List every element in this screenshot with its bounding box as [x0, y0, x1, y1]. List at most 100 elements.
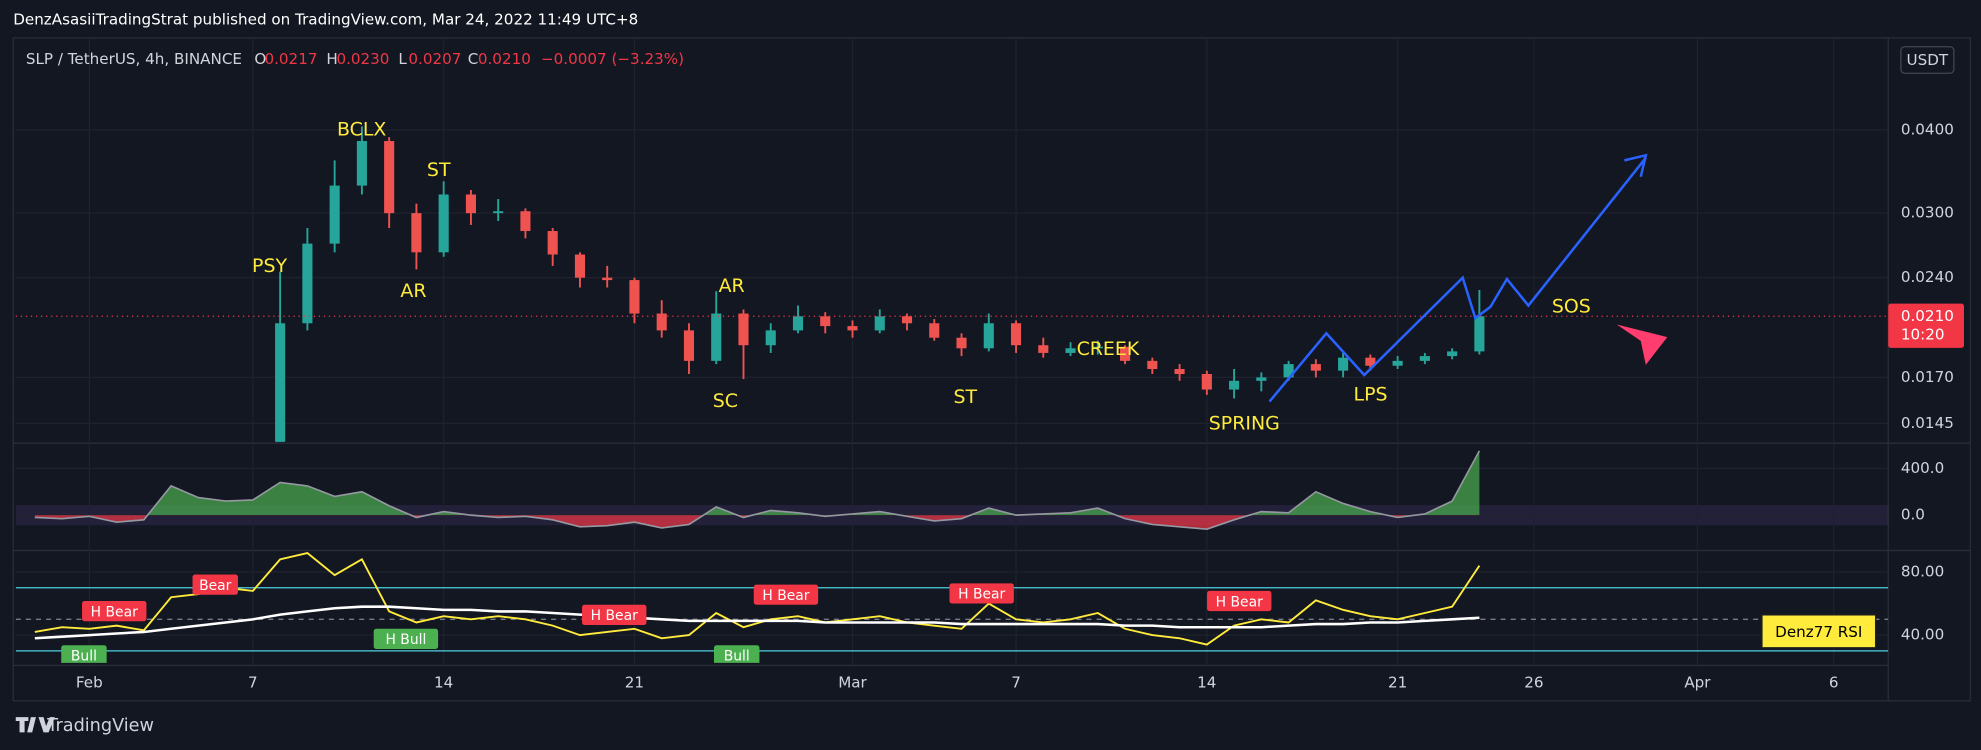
- ohlc-label: C: [468, 50, 479, 68]
- y-tick-label: 0.0170: [1901, 368, 1954, 386]
- candle-body: [956, 337, 967, 349]
- candle-body: [847, 326, 858, 331]
- divergence-box: [949, 583, 1014, 604]
- candle-body: [1092, 346, 1103, 349]
- divergence-box: [61, 645, 107, 663]
- change: −0.0007 (−3.23%): [541, 50, 684, 68]
- candle-body: [356, 141, 367, 186]
- y-tick-label: 0.0: [1901, 506, 1925, 524]
- x-tick-label: 6: [1829, 674, 1839, 692]
- publish-info: DenzAsasiiTradingStrat published on Trad…: [13, 11, 638, 29]
- wyckoff-label: SC: [713, 390, 738, 412]
- candle-body: [520, 211, 531, 232]
- currency-box: [1900, 46, 1955, 74]
- divergence-box: [713, 645, 760, 663]
- candle-body: [792, 316, 804, 331]
- brand: TradingView: [46, 716, 154, 736]
- oscillator-line: [34, 450, 1481, 530]
- ohlc-value: 0.0210: [478, 50, 531, 68]
- candle-body: [438, 194, 449, 253]
- oscillator-line: [34, 450, 1481, 530]
- divergence-box: [192, 574, 238, 595]
- divergence-box: [753, 584, 819, 605]
- candle-body: [983, 323, 994, 349]
- candle-body: [1392, 360, 1403, 366]
- candle-body: [1310, 364, 1321, 371]
- candle-body: [1174, 369, 1185, 375]
- x-tick-label: 14: [434, 674, 453, 692]
- oscillator-pane: [34, 450, 1481, 530]
- candle-body: [1447, 351, 1458, 357]
- candle-body: [629, 280, 640, 314]
- candle-body: [711, 313, 722, 361]
- wyckoff-label: SOS: [1552, 295, 1591, 317]
- wyckoff-label: CREEK: [1077, 338, 1140, 360]
- indicator-title-box: [1761, 614, 1877, 649]
- projection-arrowhead: [1624, 153, 1648, 178]
- x-tick-label: 7: [248, 674, 258, 692]
- divergence-box: [1207, 590, 1272, 612]
- y-tick-label: 400.0: [1901, 459, 1944, 477]
- candle-body: [874, 316, 885, 331]
- candle-body: [1229, 380, 1240, 390]
- divergence-box: [582, 604, 647, 625]
- grid: [15, 37, 1889, 666]
- candle-body: [1256, 377, 1267, 381]
- currency: USDT: [1907, 51, 1949, 69]
- divergence-label: H Bear: [591, 608, 638, 624]
- candle-body: [1147, 360, 1158, 370]
- x-tick-label: 7: [1011, 674, 1021, 692]
- candle-body: [302, 243, 313, 324]
- divergence-label: H Bull: [385, 632, 426, 648]
- y-tick-label: 0.0240: [1901, 268, 1954, 286]
- oscillator-area-up: [34, 450, 1480, 516]
- candle-body: [1419, 356, 1430, 361]
- wyckoff-label: AR: [719, 275, 745, 297]
- ohlc-label: O: [254, 50, 266, 68]
- ohlc-value: 0.0207: [408, 50, 461, 68]
- wyckoff-label: AR: [400, 280, 426, 302]
- countdown: 10:20: [1901, 326, 1945, 344]
- candle-body: [1120, 346, 1131, 361]
- projection-line: [1268, 157, 1647, 403]
- rsi-line: [34, 605, 1480, 640]
- candle-body: [329, 185, 340, 244]
- candle-body: [275, 323, 286, 442]
- ohlc-label: H: [326, 50, 337, 68]
- rsi-line: [34, 552, 1481, 646]
- ohlc-label: L: [398, 50, 407, 68]
- wyckoff-label: BCLX: [337, 119, 386, 141]
- candle-body: [901, 316, 913, 324]
- divergence-label: H Bear: [958, 587, 1005, 603]
- divergence-label: Bull: [724, 649, 750, 665]
- x-tick-label: 21: [1388, 674, 1407, 692]
- candle-body: [683, 330, 695, 361]
- candle-body: [493, 211, 504, 214]
- candle-body: [1201, 374, 1212, 390]
- wyckoff-label: LPS: [1354, 384, 1388, 406]
- candle-body: [411, 213, 422, 253]
- candle-body: [1283, 364, 1294, 378]
- candle-body: [1338, 357, 1349, 371]
- divergence-box: [82, 601, 147, 622]
- divergence-label: H Bear: [91, 604, 138, 620]
- y-tick-label: 0.0145: [1901, 414, 1954, 432]
- indicator-title: Denz77 RSI: [1775, 623, 1862, 641]
- divergence-label: H Bear: [1216, 594, 1263, 610]
- candle-body: [1010, 323, 1022, 346]
- x-tick-label: Mar: [838, 674, 867, 692]
- divergence-label: Bull: [71, 649, 97, 665]
- candle-body: [574, 254, 585, 278]
- x-tick-label: 26: [1524, 674, 1543, 692]
- x-tick-label: Feb: [76, 674, 103, 692]
- candle-body: [765, 330, 776, 346]
- y-tick-label: 80.00: [1901, 562, 1944, 580]
- y-tick-label: 0.0400: [1901, 120, 1954, 138]
- candle-body: [602, 277, 613, 281]
- symbol-title: SLP / TetherUS, 4h, BINANCE: [26, 50, 242, 68]
- x-tick-label: 21: [625, 674, 644, 692]
- candle-body: [1365, 357, 1376, 366]
- rsi-pane: H Bear Bear H Bull H Bear H Bear H Bear H Bear…: [15, 552, 1889, 665]
